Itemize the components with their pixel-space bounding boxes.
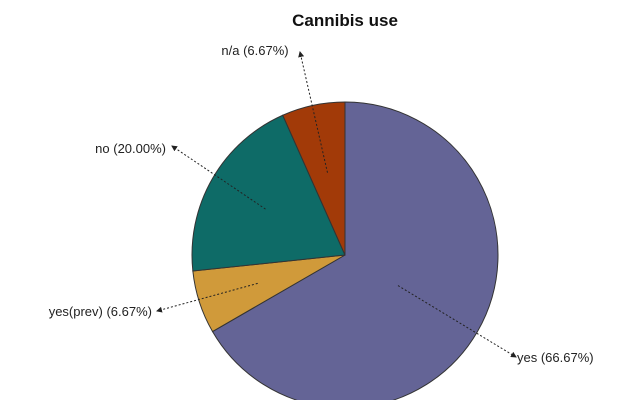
leader-line-yes	[397, 285, 517, 358]
pie-slice-n-a	[282, 101, 346, 256]
leader-line-yes-prev-	[156, 282, 258, 313]
slice-label-n-a: n/a (6.67%)	[221, 43, 288, 58]
pie-slices	[191, 101, 499, 400]
leader-line-n-a	[298, 51, 328, 173]
leader-lines	[156, 51, 517, 358]
pie-slice-yes	[211, 101, 499, 400]
leader-line-no	[171, 145, 266, 210]
pie-slice-no	[191, 114, 346, 272]
slice-label-yes: yes (66.67%)	[517, 350, 594, 365]
slice-label-no: no (20.00%)	[95, 141, 166, 156]
slice-label-yes-prev-: yes(prev) (6.67%)	[49, 304, 152, 319]
chart-title: Cannibis use	[292, 11, 398, 30]
slice-labels: yes (66.67%) yes(prev) (6.67%) no (20.00%)…	[49, 43, 594, 365]
